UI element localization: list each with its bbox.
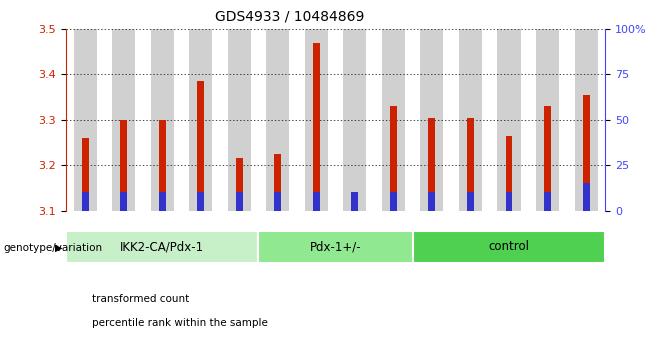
Bar [582,95,590,211]
Bar [343,29,367,211]
Bar [236,158,243,211]
Bar [505,192,513,211]
Bar [120,120,127,211]
Bar [228,29,251,211]
Bar [305,29,328,211]
Bar [313,42,320,211]
Bar [197,192,204,211]
Bar [313,192,320,211]
Bar [459,29,482,211]
Bar [544,106,551,211]
Bar [420,29,443,211]
Bar [112,29,135,211]
Bar [274,154,281,211]
Text: ▶: ▶ [55,242,63,253]
Bar [582,183,590,211]
Bar [74,29,97,211]
Bar [467,192,474,211]
Bar [197,81,204,211]
Bar [159,192,166,211]
Bar [428,192,436,211]
Bar [82,192,89,211]
Bar [351,199,359,211]
Text: GDS4933 / 10484869: GDS4933 / 10484869 [215,9,365,23]
Text: transformed count: transformed count [92,294,190,303]
Bar [189,29,213,211]
Bar [413,231,605,263]
Text: percentile rank within the sample: percentile rank within the sample [92,318,268,328]
Bar [66,231,259,263]
Bar [382,29,405,211]
Bar [351,192,359,211]
Bar [120,192,127,211]
Bar [159,120,166,211]
Bar [259,231,413,263]
Bar [151,29,174,211]
Text: genotype/variation: genotype/variation [3,242,103,253]
Bar [536,29,559,211]
Bar [544,192,551,211]
Bar [467,118,474,211]
Bar [82,138,89,211]
Bar [574,29,597,211]
Text: IKK2-CA/Pdx-1: IKK2-CA/Pdx-1 [120,240,204,253]
Bar [266,29,290,211]
Bar [428,118,436,211]
Bar [274,192,281,211]
Bar [236,192,243,211]
Bar [497,29,520,211]
Bar [390,106,397,211]
Bar [390,192,397,211]
Text: control: control [488,240,530,253]
Text: Pdx-1+/-: Pdx-1+/- [310,240,361,253]
Bar [505,136,513,211]
